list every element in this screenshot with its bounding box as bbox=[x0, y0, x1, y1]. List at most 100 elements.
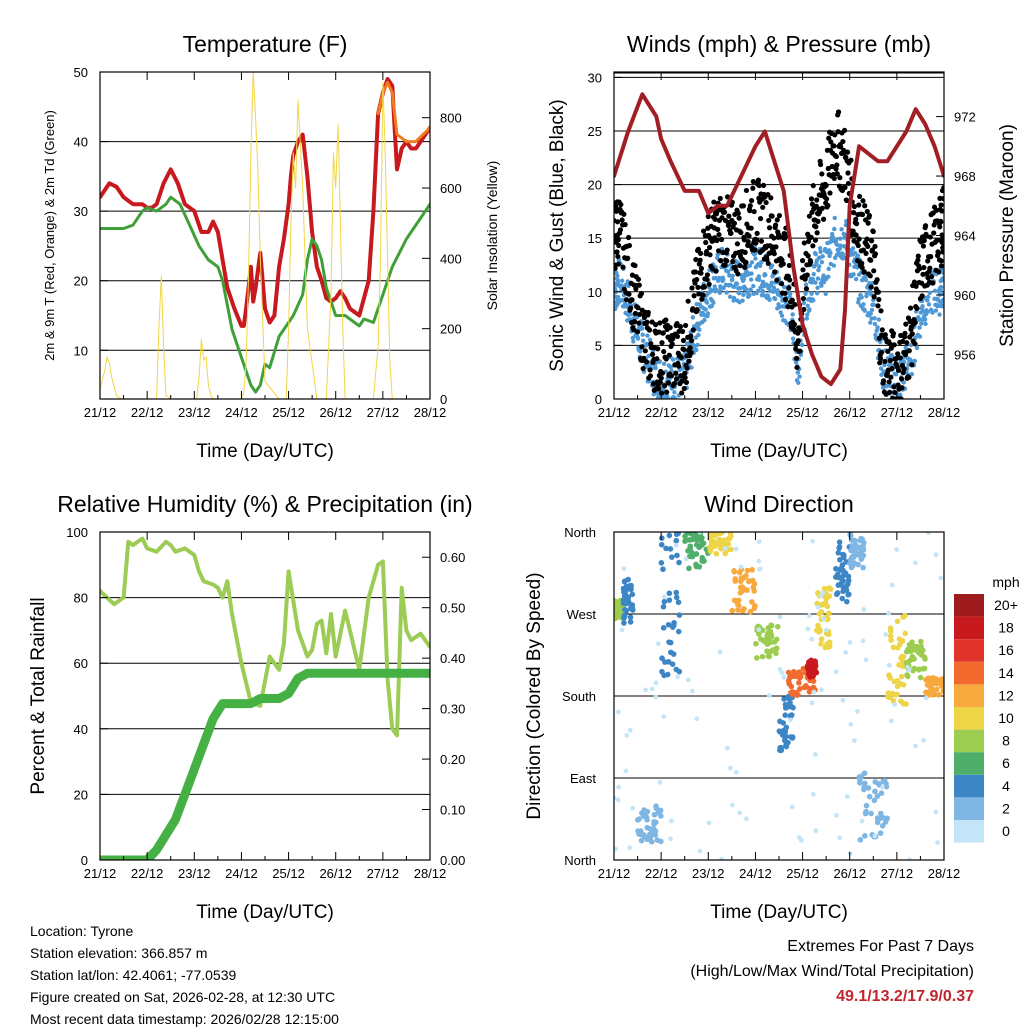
gust-point bbox=[745, 239, 751, 245]
wind-point bbox=[615, 280, 621, 286]
gust-point bbox=[754, 230, 760, 236]
colorbar-swatch bbox=[954, 820, 984, 843]
gust-point bbox=[791, 321, 798, 328]
x-tick-label: 21/12 bbox=[598, 405, 631, 420]
direction-point bbox=[807, 613, 812, 619]
direction-point bbox=[903, 701, 909, 707]
gust-point bbox=[631, 318, 638, 325]
wind-point bbox=[753, 256, 758, 261]
gust-point bbox=[615, 253, 621, 260]
gust-point bbox=[921, 237, 927, 244]
direction-point bbox=[657, 779, 663, 785]
direction-point bbox=[836, 545, 842, 551]
direction-point bbox=[800, 665, 807, 672]
gust-point bbox=[911, 279, 918, 285]
x-tick-label: 27/12 bbox=[367, 866, 400, 881]
wind-point bbox=[670, 357, 676, 362]
direction-point bbox=[810, 673, 816, 680]
gust-point bbox=[928, 274, 935, 280]
gust-point bbox=[695, 284, 701, 290]
gust-point bbox=[786, 262, 792, 269]
gust-point bbox=[838, 144, 844, 150]
direction-point bbox=[911, 656, 917, 662]
colorbar-label: 4 bbox=[1002, 778, 1010, 794]
wind-point bbox=[925, 298, 930, 303]
wind-point bbox=[871, 302, 876, 307]
colorbar-label: 18 bbox=[998, 620, 1014, 636]
gust-point bbox=[726, 213, 732, 219]
wind-point bbox=[850, 246, 856, 251]
gust-point bbox=[825, 202, 831, 209]
direction-point bbox=[790, 669, 797, 675]
y-axis-label: Direction (Colored By Speed) bbox=[524, 572, 545, 819]
gust-point bbox=[758, 238, 765, 244]
y-right-tick-label: 0.00 bbox=[440, 853, 465, 868]
gust-point bbox=[800, 267, 806, 273]
gust-point bbox=[750, 178, 756, 185]
gust-point bbox=[713, 268, 719, 274]
wind-point bbox=[775, 288, 780, 293]
gust-point bbox=[704, 276, 710, 283]
gust-point bbox=[865, 220, 871, 226]
direction-point bbox=[724, 745, 730, 751]
direction-point bbox=[889, 718, 894, 724]
direction-point bbox=[711, 532, 717, 538]
y-tick-label: West bbox=[567, 607, 597, 622]
gust-point bbox=[886, 389, 893, 395]
direction-point bbox=[781, 737, 788, 744]
gust-point bbox=[697, 250, 704, 256]
wind-point bbox=[916, 317, 922, 322]
direction-point bbox=[666, 597, 673, 603]
direction-point bbox=[926, 532, 931, 535]
direction-point bbox=[811, 689, 817, 695]
direction-point bbox=[663, 545, 669, 552]
direction-point bbox=[649, 686, 655, 692]
direction-point bbox=[785, 695, 792, 702]
direction-point bbox=[675, 674, 681, 680]
direction-point bbox=[744, 587, 750, 593]
direction-point bbox=[862, 833, 868, 839]
gust-point bbox=[768, 195, 774, 201]
direction-point bbox=[641, 832, 647, 838]
direction-point bbox=[614, 846, 618, 852]
wind-point bbox=[721, 285, 726, 291]
wind-point bbox=[709, 303, 714, 309]
gust-point bbox=[698, 265, 705, 272]
gust-point bbox=[683, 379, 690, 386]
direction-point bbox=[615, 797, 621, 803]
gust-point bbox=[820, 216, 827, 222]
gust-point bbox=[834, 171, 840, 177]
direction-point bbox=[643, 814, 650, 821]
direction-point bbox=[627, 727, 633, 733]
gust-point bbox=[684, 365, 690, 371]
direction-point bbox=[868, 810, 874, 817]
wind-point bbox=[922, 317, 928, 322]
gust-point bbox=[621, 211, 627, 217]
gust-point bbox=[810, 243, 816, 249]
station-pressure-line bbox=[614, 92, 944, 387]
direction-point bbox=[666, 532, 673, 539]
direction-point bbox=[847, 850, 853, 856]
direction-point bbox=[874, 819, 881, 826]
gust-point bbox=[871, 268, 877, 274]
direction-point bbox=[818, 641, 824, 647]
wind-point bbox=[727, 294, 733, 300]
gust-point bbox=[925, 258, 931, 264]
direction-point bbox=[833, 565, 839, 572]
wind-point bbox=[853, 276, 859, 282]
gust-point bbox=[938, 202, 944, 208]
x-tick-label: 28/12 bbox=[414, 405, 447, 420]
direction-point bbox=[625, 599, 632, 605]
wind-point bbox=[909, 372, 915, 377]
solar-insolation-line bbox=[100, 72, 430, 399]
gust-point bbox=[717, 195, 723, 202]
gust-point bbox=[921, 264, 927, 271]
y-right-tick-label: 0.50 bbox=[440, 601, 465, 616]
gust-point bbox=[808, 259, 814, 265]
direction-point bbox=[820, 590, 826, 596]
wind-point bbox=[640, 332, 645, 337]
gust-point bbox=[915, 257, 921, 263]
y-right-tick-label: 956 bbox=[954, 347, 976, 362]
y-tick-label: 20 bbox=[74, 274, 88, 289]
colorbar-label: 10 bbox=[998, 710, 1014, 726]
